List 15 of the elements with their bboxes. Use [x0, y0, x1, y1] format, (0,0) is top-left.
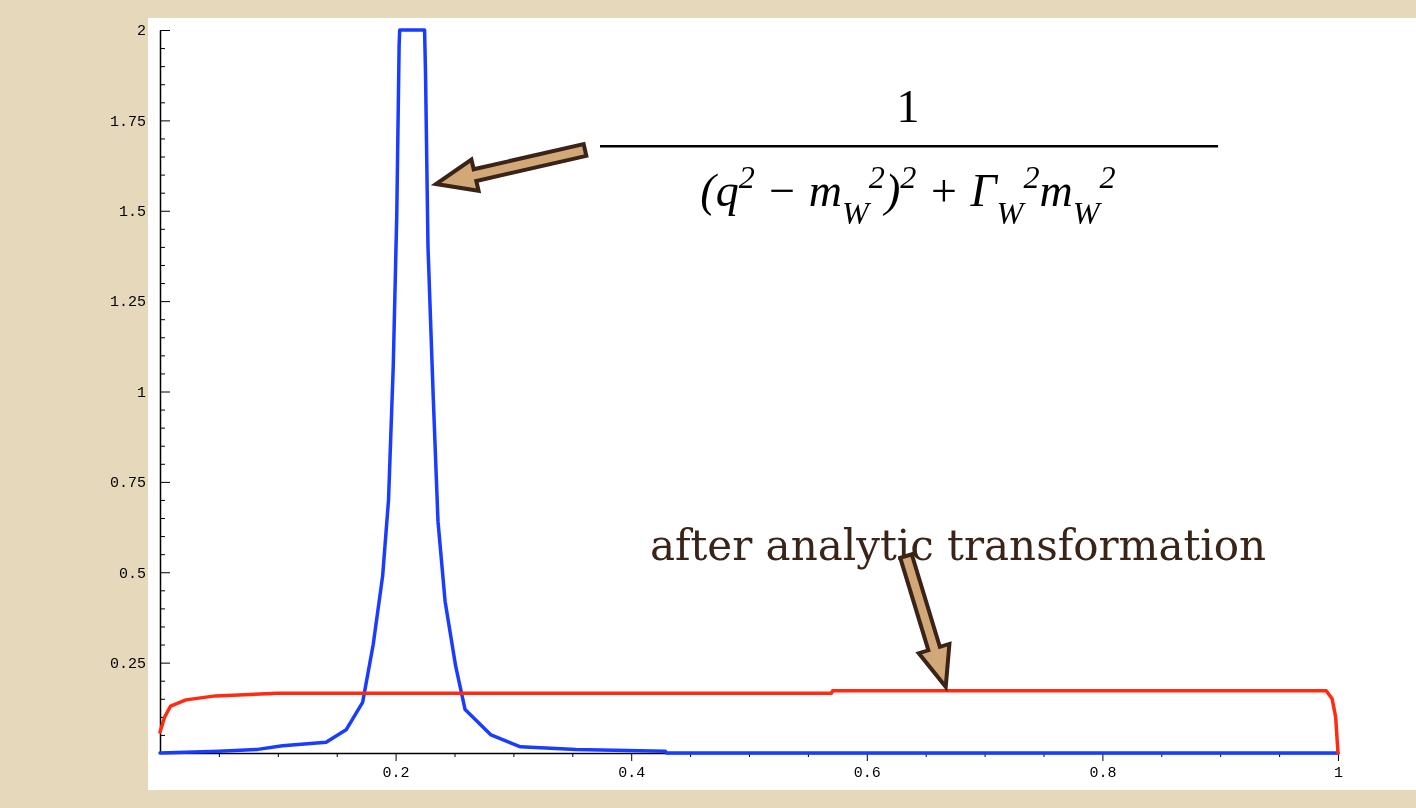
- annotation: 1: [896, 81, 920, 132]
- x-tick-label: 0.6: [853, 765, 881, 782]
- y-tick-label: 1: [136, 384, 146, 402]
- x-tick-label: 0.4: [618, 765, 646, 782]
- y-tick-label: 0.5: [118, 565, 146, 583]
- y-tick-label: 1.25: [109, 294, 146, 312]
- y-tick-label: 0.75: [109, 475, 146, 493]
- y-tick-label: 1.5: [118, 204, 146, 222]
- x-tick-label: 1: [1333, 765, 1344, 782]
- y-tick-label: 1.75: [109, 113, 146, 131]
- y-tick-label: 2: [136, 23, 146, 41]
- y-tick-label: 0.25: [109, 655, 146, 673]
- x-tick-label: 0.8: [1089, 765, 1117, 782]
- annotation: after analytic transformation: [649, 521, 1267, 570]
- x-tick-label: 0.2: [382, 765, 410, 782]
